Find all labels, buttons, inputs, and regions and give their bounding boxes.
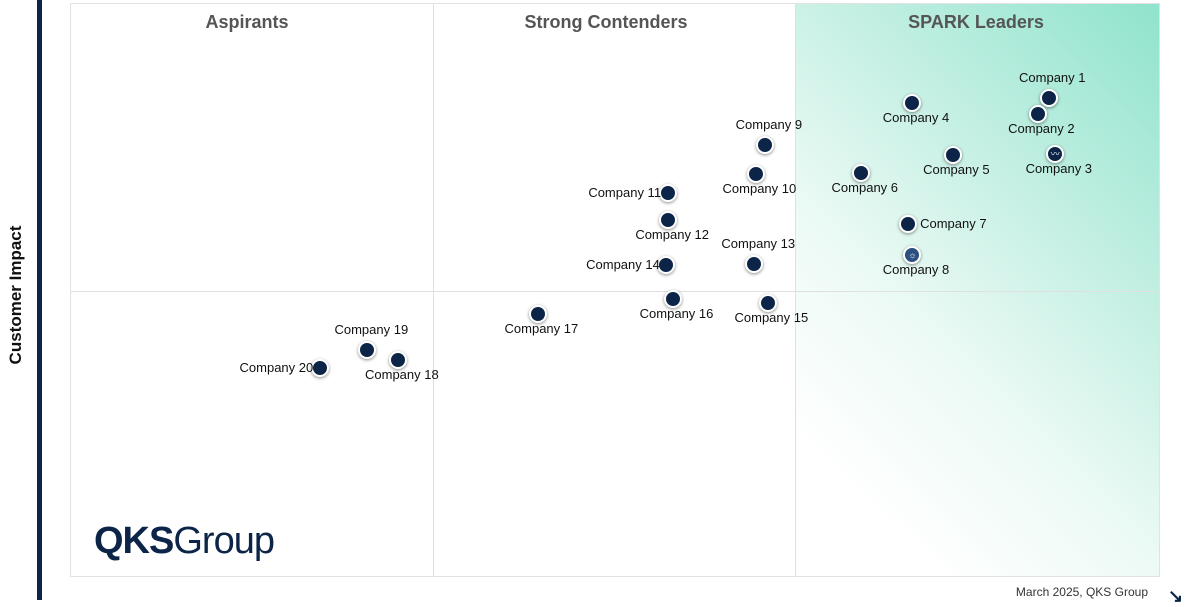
data-point: [1028, 105, 1047, 124]
data-label: Company 10: [722, 180, 797, 196]
data-point: [852, 163, 871, 182]
data-label: Company 3: [1025, 160, 1093, 176]
data-point: [758, 294, 777, 313]
data-label: Company 5: [923, 161, 990, 177]
data-point: [943, 145, 962, 164]
data-label: Company 8: [882, 261, 950, 277]
x-axis-arrow-icon: ↘: [1168, 586, 1184, 606]
data-label: Company 17: [504, 320, 579, 336]
data-point: [899, 214, 918, 233]
data-label: Company 6: [831, 179, 899, 195]
data-point: [746, 164, 765, 183]
plot-area: Aspirants Strong Contenders SPARK Leader…: [70, 3, 1160, 577]
quadrant-divider-1: [433, 4, 434, 576]
data-point: [659, 183, 678, 202]
data-point: [389, 350, 407, 369]
data-point: [310, 358, 329, 377]
data-point: [358, 341, 377, 360]
data-point: [528, 304, 547, 323]
data-label: Company 2: [1008, 121, 1075, 137]
data-label: Company 15: [734, 310, 809, 326]
data-label: Company 20: [239, 359, 314, 375]
y-axis-label: Customer Impact: [6, 225, 25, 365]
quadrant-title-strong-contenders: Strong Contenders: [524, 12, 688, 32]
leaders-gradient: [795, 4, 1159, 576]
data-label: Company 14: [586, 257, 660, 273]
quadrant-divider-2: [795, 4, 796, 576]
data-label: Company 7: [920, 215, 987, 231]
data-point: [663, 290, 682, 309]
qks-group-logo: QKSGroup: [94, 520, 275, 562]
data-label: Company 19: [334, 322, 409, 338]
data-point: [659, 210, 678, 229]
data-label: Company 16: [639, 306, 714, 322]
data-point: [657, 256, 676, 275]
data-label: Company 1: [1019, 70, 1086, 86]
footer-credit: March 2025, QKS Group: [1015, 585, 1148, 599]
data-label: Company 18: [365, 366, 439, 382]
data-point: [745, 255, 764, 274]
data-point: [903, 93, 922, 112]
data-point: [1039, 89, 1058, 108]
data-label: Company 4: [882, 109, 950, 125]
data-point-lightbulb-icon: ☼: [903, 245, 922, 264]
data-label: Company 11: [588, 184, 662, 200]
data-point-trend-icon: 〰: [1046, 144, 1065, 163]
data-point: [756, 136, 775, 155]
quadrant-title-spark-leaders: SPARK Leaders: [908, 12, 1044, 32]
quadrant-title-aspirants: Aspirants: [205, 12, 289, 32]
quadrant-divider-horizontal: [71, 291, 1159, 292]
data-label: Company 9: [735, 117, 803, 133]
y-axis-bar: [37, 0, 42, 600]
data-label: Company 12: [635, 226, 710, 242]
data-label: Company 13: [721, 236, 796, 252]
